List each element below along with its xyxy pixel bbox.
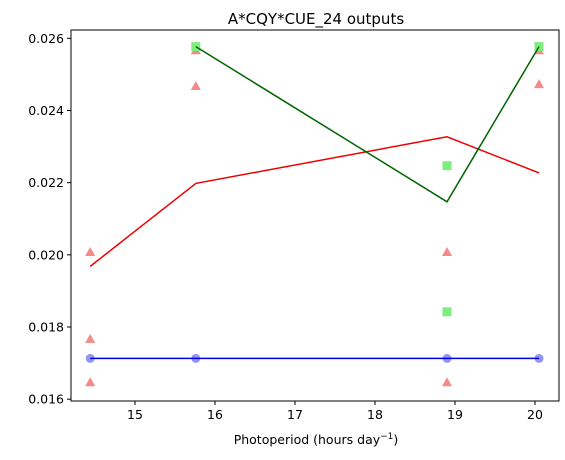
x-axis-label-close: ) [393, 432, 398, 447]
y-tick-label-0: 0.016 [28, 392, 64, 407]
series-1-square-point-2 [442, 307, 452, 317]
x-tick-label-16: 16 [207, 407, 223, 422]
series-0-triangle-point-4 [190, 80, 201, 90]
plot-frame [70, 29, 560, 402]
x-axis-label-main: Photoperiod (hours day [234, 432, 381, 447]
series-0-triangle-point-6 [442, 377, 452, 387]
x-tick-label-20: 20 [527, 407, 543, 422]
series-4-line [195, 45, 540, 203]
series-layer [85, 42, 544, 387]
series-3-line [89, 136, 540, 267]
series-0-triangle-point-0 [85, 246, 96, 256]
y-tick-label-2: 0.020 [28, 247, 64, 262]
tick-layer: 15 16 17 18 19 20 0.016 0.018 0.020 0.022 0.024 0.0… [28, 31, 543, 422]
chart-title: A*CQY*CUE_24 outputs [228, 10, 404, 29]
series-0-triangle-point-2 [85, 377, 96, 387]
x-tick-label-15: 15 [127, 407, 143, 422]
y-tick-label-3: 0.022 [28, 175, 64, 190]
y-tick-label-4: 0.024 [28, 103, 64, 118]
x-axis-label-sup: −1 [380, 432, 393, 442]
x-tick-label-18: 18 [367, 407, 383, 422]
y-tick-label-1: 0.018 [28, 320, 64, 335]
series-0-triangle-point-1 [85, 333, 96, 343]
x-axis-label: Photoperiod (hours day−1) [234, 432, 399, 447]
y-tick-label-5: 0.026 [28, 31, 64, 46]
series-0-triangle-point-5 [442, 246, 452, 256]
x-tick-label-19: 19 [447, 407, 463, 422]
series-1-square-point-1 [442, 161, 452, 171]
series-0-triangle-point-8 [534, 79, 544, 89]
x-tick-label-17: 17 [287, 407, 303, 422]
